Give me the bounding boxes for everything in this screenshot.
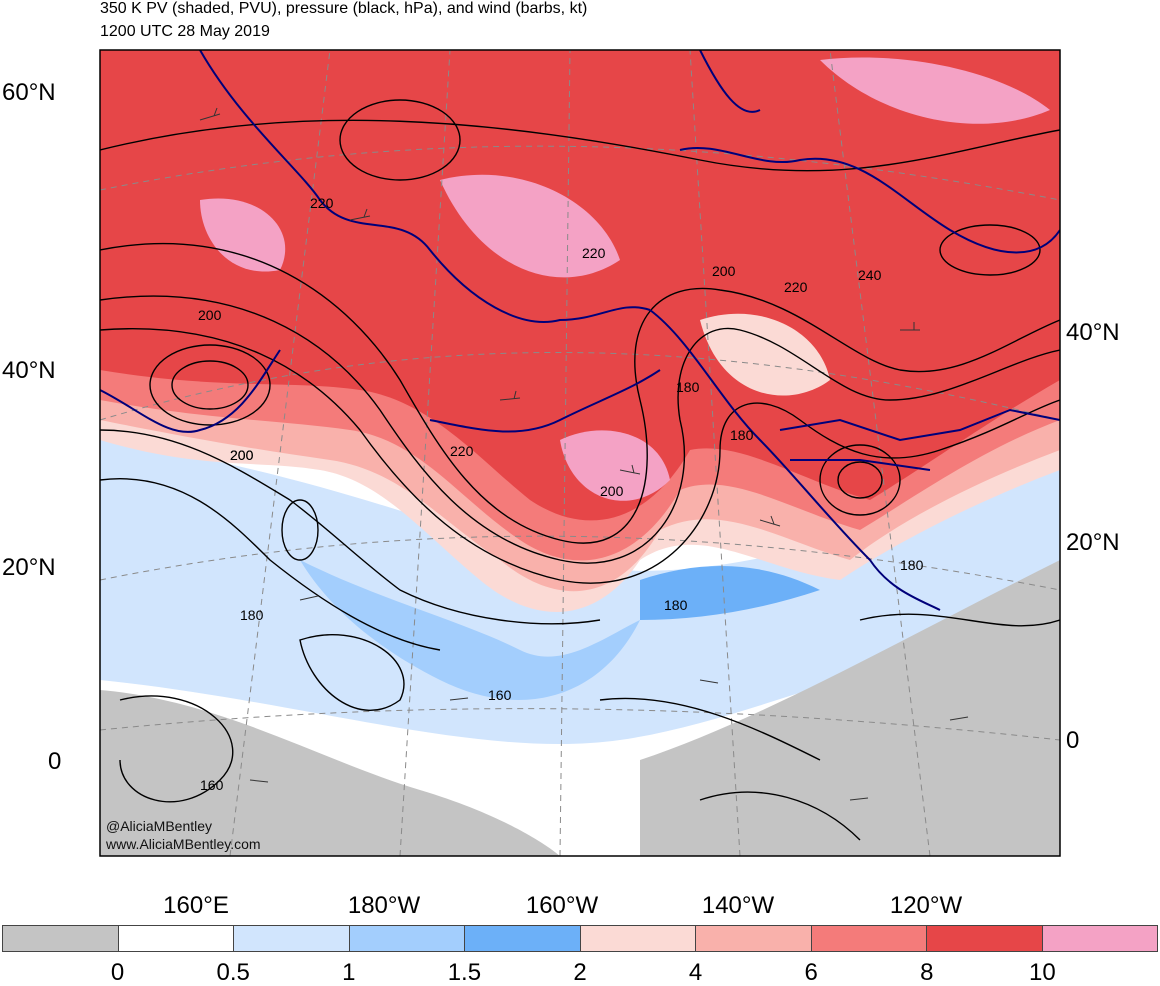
colorbar-swatch — [3, 926, 119, 951]
lon-label-160w: 160°W — [525, 892, 599, 919]
wind-barbs — [199, 107, 969, 801]
colorbar-tick-label: 1 — [342, 959, 356, 986]
colorbar-tick-label: 6 — [804, 959, 818, 986]
colorbar-tick-label: 4 — [688, 959, 703, 986]
colorbar-swatch — [811, 926, 927, 951]
colorbar-swatch — [118, 926, 234, 951]
lat-label-0-right: 0 — [1066, 727, 1080, 754]
lat-label-20n-right: 20°N — [1066, 529, 1120, 556]
contour-label: 240 — [858, 267, 882, 283]
contour-label: 200 — [712, 263, 736, 279]
colorbar-swatch — [234, 926, 350, 951]
pressure-contours — [100, 99, 1060, 841]
colorbar-swatch — [349, 926, 465, 951]
pv-band-grey — [100, 690, 560, 856]
colorbar-swatch — [696, 926, 812, 951]
coastlines — [100, 50, 1060, 611]
lat-label-0-left: 0 — [48, 748, 62, 775]
lat-label-60n: 60°N — [2, 79, 56, 106]
contour-label: 200 — [230, 447, 254, 463]
lon-label-120w: 120°W — [889, 892, 963, 919]
colorbar-tick-label: 2 — [573, 959, 587, 986]
colorbar-swatch — [580, 926, 696, 951]
lat-label-40n-right: 40°N — [1066, 319, 1120, 346]
contour-label: 180 — [240, 607, 264, 623]
lon-label-180w: 180°W — [347, 892, 421, 919]
contour-label: 160 — [488, 687, 512, 703]
lat-label-40n-left: 40°N — [2, 357, 56, 384]
lat-label-20n-left: 20°N — [2, 554, 56, 581]
contour-label: 220 — [582, 245, 606, 261]
contour-label: 220 — [450, 443, 474, 459]
colorbar-swatch — [1042, 926, 1157, 951]
contour-label: 200 — [230, 447, 254, 463]
map-frame — [99, 49, 1061, 857]
lon-label-160e: 160°E — [163, 892, 229, 919]
map-title: 350 K PV (shaded, PVU), pressure (black,… — [100, 0, 588, 17]
colorbar-swatch — [927, 926, 1043, 951]
colorbar-tick-label: 10 — [1029, 959, 1056, 986]
contour-label: 180 — [730, 427, 754, 443]
graticule — [100, 50, 1060, 856]
colorbar-tick-label: 8 — [920, 959, 934, 986]
credit-url: www.AliciaMBentley.com — [106, 836, 261, 852]
colorbar — [2, 925, 1158, 952]
lon-label-140w: 140°W — [701, 892, 775, 919]
contour-label: 200 — [198, 307, 222, 323]
contour-labels: 220 200 220 200 240 220 200 180 180 220 200 180 180 1… — [198, 195, 924, 793]
pv-band-red — [100, 50, 1060, 521]
contour-label: 220 — [784, 279, 808, 295]
colorbar-tick-label: 0.5 — [216, 959, 250, 986]
contour-label: 180 — [664, 597, 688, 613]
contour-label: 180 — [676, 379, 700, 395]
contour-label: 220 — [310, 195, 334, 211]
colorbar-tick-label: 1.5 — [447, 959, 482, 986]
map-valid-time: 1200 UTC 28 May 2019 — [100, 23, 270, 40]
credit-handle: @AliciaMBentley — [106, 818, 213, 834]
contour-label: 160 — [200, 777, 224, 793]
colorbar-tick-label: 0 — [110, 959, 125, 986]
contour-label: 200 — [600, 483, 624, 499]
colorbar-swatch — [465, 926, 581, 951]
contour-label: 180 — [900, 557, 924, 573]
